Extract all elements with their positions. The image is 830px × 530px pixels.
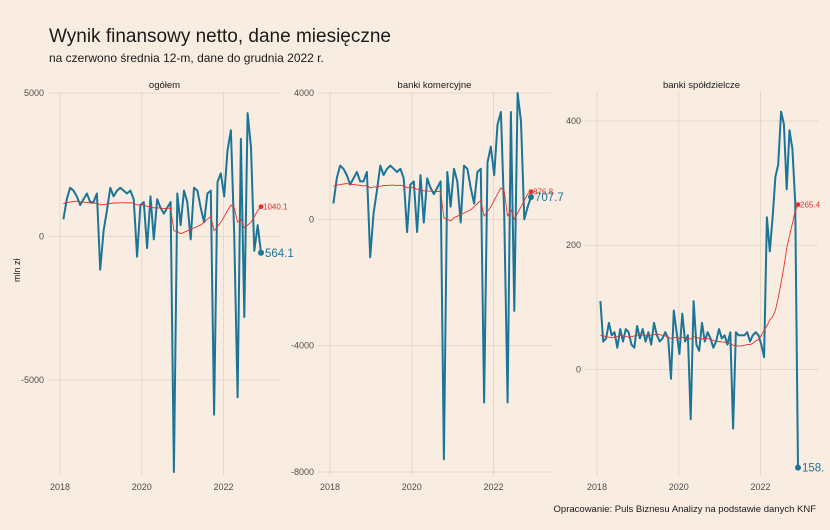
y-tick-label: -8000 [291, 467, 314, 477]
y-tick-label: 5000 [24, 88, 44, 98]
series-line-srednia-12m [63, 200, 262, 235]
end-point-srednia [258, 204, 264, 210]
x-tick-label: 2020 [669, 482, 689, 492]
panel-title: banki komercyjne [398, 80, 472, 91]
end-label-srednia: 1040.1 [263, 203, 288, 212]
end-point-wynik [795, 464, 801, 471]
series-line-wynik [62, 112, 262, 473]
end-point-wynik [258, 249, 264, 256]
end-label-srednia: 265.4 [800, 201, 821, 210]
y-tick-label: -5000 [21, 375, 44, 385]
end-label-wynik: 564.1 [265, 248, 294, 260]
x-tick-label: 2018 [50, 482, 70, 492]
end-label-wynik: 158. [802, 463, 824, 475]
x-tick-label: 2018 [320, 482, 340, 492]
x-tick-label: 2022 [484, 482, 504, 492]
source-caption: Opracowanie: Puls Biznesu Analizy na pod… [553, 504, 816, 515]
end-point-wynik [528, 193, 534, 200]
end-point-srednia [795, 202, 801, 207]
series-line-wynik [599, 110, 799, 468]
x-tick-label: 2020 [402, 482, 422, 492]
series-line-wynik [332, 92, 532, 461]
panel-title: ogółem [149, 80, 180, 91]
panel-title: banki spółdzielcze [663, 80, 740, 91]
x-tick-label: 2022 [214, 482, 234, 492]
end-label-srednia: 876.8 [533, 188, 554, 197]
chart-subtitle: na czerwono średnia 12-m, dane do grudni… [49, 51, 324, 65]
series-line-srednia-12m [333, 183, 532, 222]
end-label-wynik: 707.7 [535, 192, 564, 204]
y-tick-label: 0 [39, 232, 44, 242]
y-tick-label: -4000 [291, 341, 314, 351]
chart-title: Wynik finansowy netto, dane miesięczne [49, 26, 391, 47]
x-tick-label: 2022 [751, 482, 771, 492]
series-line-srednia-12m [600, 204, 799, 347]
y-tick-label: 400 [566, 116, 581, 126]
x-tick-label: 2020 [132, 482, 152, 492]
x-tick-label: 2018 [587, 482, 607, 492]
y-tick-label: 200 [566, 240, 581, 250]
end-point-srednia [528, 189, 534, 195]
y-tick-label: 0 [309, 214, 314, 224]
y-tick-label: 0 [576, 364, 581, 374]
y-tick-label: 4000 [294, 88, 314, 98]
